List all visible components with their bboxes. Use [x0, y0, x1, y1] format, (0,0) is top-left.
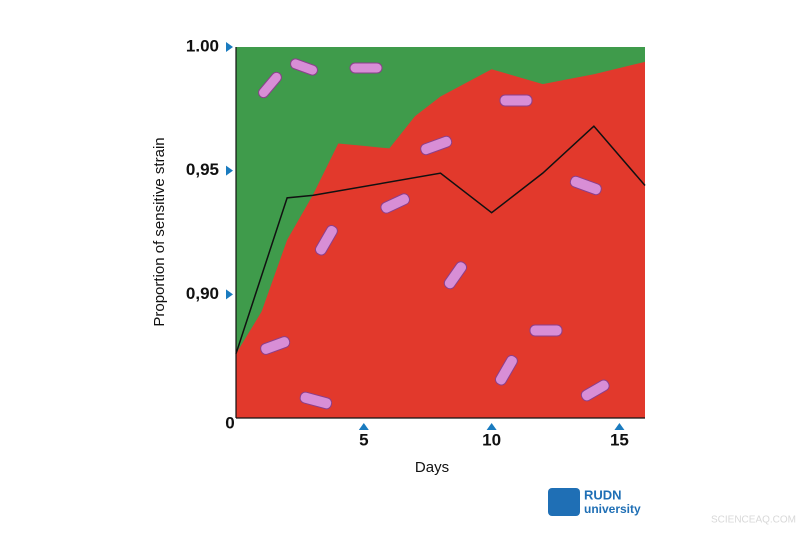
x-tick-label: 0 [225, 413, 234, 432]
y-tick-label: 0,90 [186, 284, 219, 303]
logo-name: RUDN [584, 487, 622, 502]
x-tick-label: 10 [482, 430, 501, 449]
logo-icon [548, 488, 580, 516]
bacterium [299, 391, 333, 410]
bacterium [443, 261, 468, 290]
x-tick-marker [614, 423, 625, 430]
bacterium [499, 94, 533, 107]
x-tick-marker [358, 423, 369, 430]
bacterium [569, 175, 602, 196]
bacterium [315, 224, 338, 256]
bacterium [258, 71, 282, 99]
x-tick-marker [486, 423, 497, 430]
bacterium [290, 58, 318, 76]
bacterium [420, 135, 453, 156]
bacterium [380, 193, 410, 214]
line [235, 125, 646, 354]
bacteria-decoration [258, 58, 610, 410]
y-axis-label: Proportion of sensitive strain [151, 137, 168, 326]
y-tick-marker [226, 289, 233, 300]
bacterium [529, 324, 563, 337]
plot-area [235, 47, 646, 419]
y-tick-marker [226, 165, 233, 176]
watermark: SCIENCEAQ.COM [711, 515, 796, 526]
logo-subtitle: university [584, 502, 641, 516]
logo: RUDN university [548, 487, 641, 516]
y-tick-marker [226, 42, 233, 52]
x-axis-label: Days [415, 459, 449, 476]
axes: 0,90 0,95 1.00 0 5 10 15 [186, 36, 645, 449]
y-tick-label: 0,95 [186, 160, 219, 179]
bacterium [494, 354, 518, 386]
bacterium [580, 379, 610, 402]
y-tick-label: 1.00 [186, 36, 219, 55]
x-tick-label: 5 [359, 430, 368, 449]
x-tick-label: 15 [610, 430, 629, 449]
bacterium [260, 336, 291, 355]
bacterium [349, 62, 383, 74]
